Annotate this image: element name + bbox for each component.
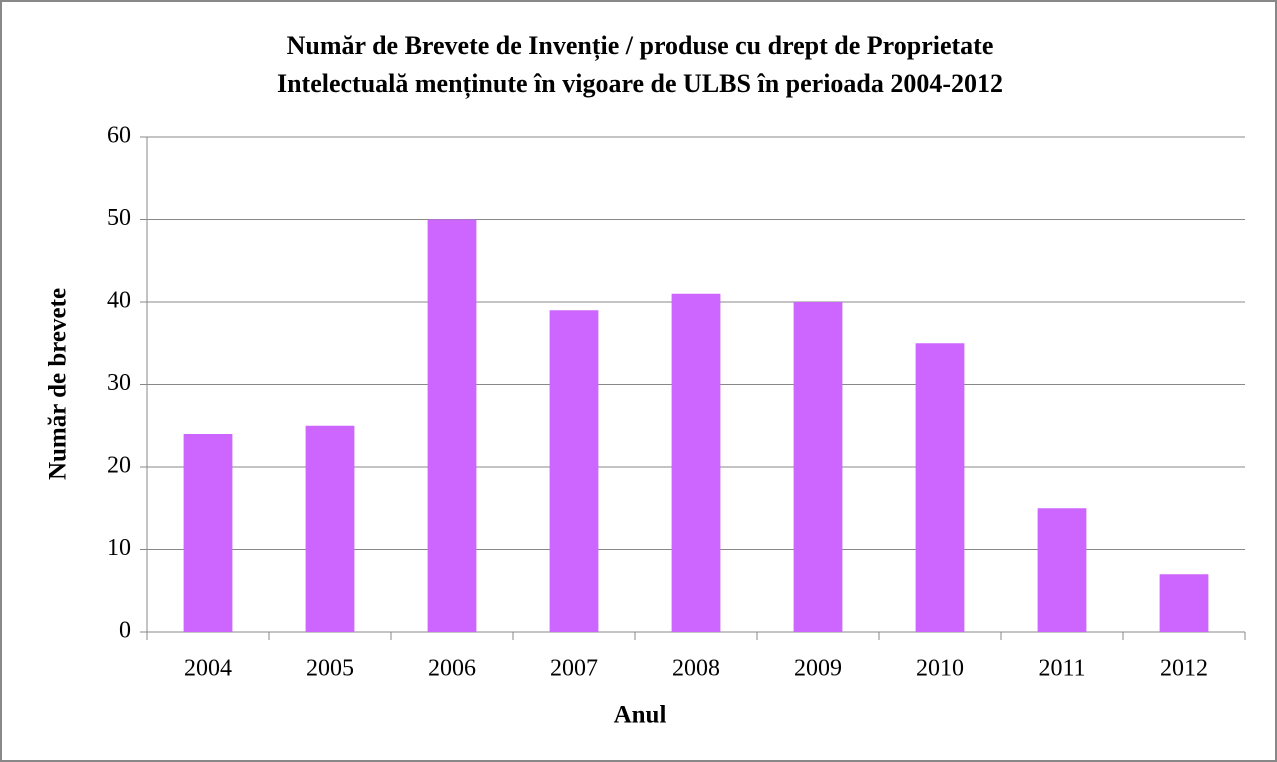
x-tick-label: 2009 [794, 656, 842, 682]
bar [915, 343, 965, 632]
x-tick-label: 2005 [306, 656, 354, 682]
bar [1037, 508, 1087, 632]
y-tick-label: 10 [107, 535, 131, 561]
bar [549, 310, 599, 632]
y-tick-label: 40 [107, 288, 131, 314]
bar [427, 219, 477, 632]
bar [1159, 574, 1209, 632]
chart-title: Intelectuală menținute în vigoare de ULB… [277, 69, 1003, 99]
x-tick-label: 2012 [1160, 656, 1208, 682]
x-tick-label: 2004 [184, 656, 232, 682]
x-axis-title: Anul [614, 702, 667, 729]
bar [183, 434, 233, 632]
y-tick-label: 30 [107, 370, 131, 396]
y-tick-label: 20 [107, 453, 131, 479]
bar [671, 293, 721, 632]
x-tick-label: 2011 [1038, 656, 1085, 682]
bar [305, 425, 355, 632]
y-tick-label: 0 [119, 618, 131, 644]
bar [793, 302, 843, 632]
x-tick-label: 2006 [428, 656, 476, 682]
y-tick-label: 50 [107, 205, 131, 231]
y-axis-title: Număr de brevete [45, 288, 72, 480]
x-tick-label: 2008 [672, 656, 720, 682]
y-tick-label: 60 [107, 123, 131, 149]
chart-title: Număr de Brevete de Invenție / produse c… [287, 31, 994, 61]
x-tick-label: 2010 [916, 656, 964, 682]
x-tick-label: 2007 [550, 656, 598, 682]
